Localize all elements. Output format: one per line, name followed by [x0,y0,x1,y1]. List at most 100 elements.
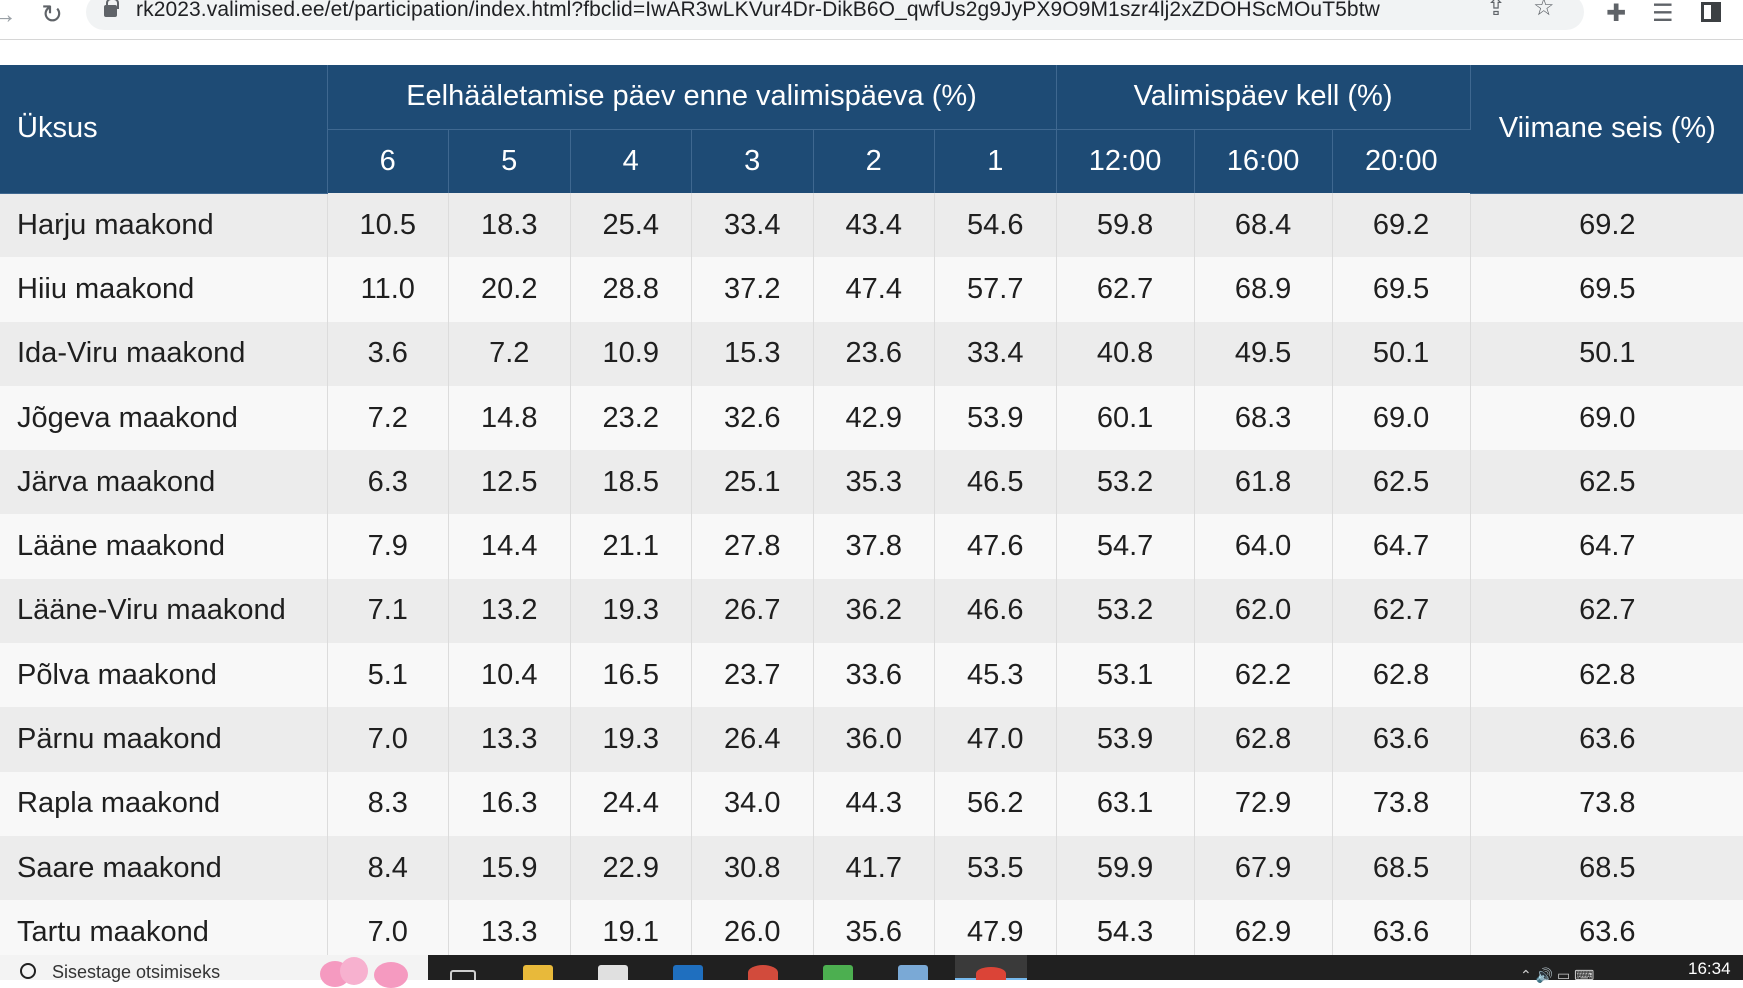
early-day-header: 1 [934,129,1057,193]
unit-name-cell: Tartu maakond [0,900,328,965]
unit-name-cell: Rapla maakond [0,771,328,836]
turnout-value-cell: 23.2 [570,385,692,451]
turnout-value-cell: 35.3 [813,450,935,515]
unit-name-cell: Harju maakond [0,193,328,258]
clock-app-icon[interactable] [748,965,778,980]
unit-name-cell: Pärnu maakond [0,707,328,772]
extensions-puzzle-icon[interactable]: ✚ [1606,0,1627,27]
turnout-value-cell: 62.8 [1194,707,1333,772]
side-panel-icon[interactable] [1701,2,1721,22]
system-tray-icons[interactable]: ⌃ 🔊 ▭ ⌨ [1520,967,1595,983]
unit-name-cell: Põlva maakond [0,643,328,708]
turnout-value-cell: 32.6 [691,385,814,451]
turnout-value-cell: 62.0 [1194,578,1333,644]
file-explorer-icon[interactable] [523,965,553,980]
turnout-value-cell: 16.5 [570,643,692,708]
app-icon[interactable] [823,965,853,980]
task-view-icon[interactable] [450,970,476,980]
latest-value-cell: 73.8 [1470,771,1743,836]
turnout-value-cell: 73.8 [1332,771,1471,836]
turnout-value-cell: 6.3 [327,450,449,515]
table-row: Põlva maakond 5.1 10.4 16.5 23.7 33.6 45.3 53.1… [0,643,1743,708]
latest-value-cell: 62.7 [1470,578,1743,644]
turnout-value-cell: 47.9 [934,900,1057,965]
chrome-icon[interactable] [976,967,1006,980]
turnout-value-cell: 33.4 [691,193,814,258]
share-icon[interactable]: ⇪ [1486,0,1507,21]
turnout-value-cell: 16.3 [448,771,571,836]
early-day-header: 3 [691,129,814,193]
table-row: Hiiu maakond 11.0 20.2 28.8 37.2 47.4 57.7 62.7… [0,257,1743,322]
turnout-value-cell: 25.4 [570,193,692,258]
turnout-value-cell: 49.5 [1194,321,1333,386]
election-time-header: 12:00 [1056,129,1195,193]
taskbar-clock[interactable]: 16:34 [1688,959,1731,978]
latest-column-header: Viimane seis (%) [1470,65,1743,194]
turnout-value-cell: 15.9 [448,835,571,901]
turnout-value-cell: 64.0 [1194,514,1333,579]
turnout-value-cell: 14.8 [448,385,571,451]
table-row: Tartu maakond 7.0 13.3 19.1 26.0 35.6 47.9 54.3… [0,900,1743,965]
turnout-value-cell: 59.8 [1056,193,1195,258]
mail-icon[interactable] [673,965,703,980]
turnout-value-cell: 63.6 [1332,900,1471,965]
turnout-value-cell: 68.5 [1332,835,1471,901]
table-body: Harju maakond 10.5 18.3 25.4 33.4 43.4 54.6 59.… [0,193,1743,965]
turnout-value-cell: 54.7 [1056,514,1195,579]
turnout-value-cell: 69.5 [1332,257,1471,322]
unit-name-cell: Hiiu maakond [0,257,328,322]
turnout-value-cell: 35.6 [813,900,935,965]
turnout-value-cell: 19.1 [570,900,692,965]
turnout-value-cell: 13.2 [448,578,571,644]
turnout-value-cell: 8.3 [327,771,449,836]
url-text[interactable]: rk2023.valimised.ee/et/participation/ind… [136,0,1380,21]
turnout-value-cell: 69.2 [1332,193,1471,258]
turnout-value-cell: 11.0 [327,257,449,322]
turnout-value-cell: 15.3 [691,321,814,386]
turnout-value-cell: 46.6 [934,578,1057,644]
latest-value-cell: 69.5 [1470,257,1743,322]
turnout-value-cell: 27.8 [691,514,814,579]
turnout-value-cell: 61.8 [1194,450,1333,515]
early-day-header: 4 [570,129,692,193]
latest-value-cell: 64.7 [1470,514,1743,579]
turnout-value-cell: 36.2 [813,578,935,644]
turnout-value-cell: 62.7 [1332,578,1471,644]
turnout-value-cell: 26.0 [691,900,814,965]
latest-value-cell: 69.2 [1470,193,1743,258]
latest-value-cell: 62.8 [1470,643,1743,708]
turnout-value-cell: 12.5 [448,450,571,515]
table-row: Ida-Viru maakond 3.6 7.2 10.9 15.3 23.6 33.4 40… [0,321,1743,386]
turnout-value-cell: 62.9 [1194,900,1333,965]
turnout-value-cell: 47.6 [934,514,1057,579]
store-icon[interactable] [598,965,628,980]
turnout-value-cell: 63.1 [1056,771,1195,836]
latest-value-cell: 63.6 [1470,707,1743,772]
turnout-value-cell: 46.5 [934,450,1057,515]
table-row: Järva maakond 6.3 12.5 18.5 25.1 35.3 46.5 53.2… [0,450,1743,515]
turnout-value-cell: 28.8 [570,257,692,322]
address-bar[interactable]: rk2023.valimised.ee/et/participation/ind… [86,0,1584,30]
turnout-value-cell: 14.4 [448,514,571,579]
turnout-value-cell: 53.2 [1056,578,1195,644]
bookmark-star-icon[interactable]: ☆ [1533,0,1555,21]
back-arrow-icon[interactable]: → [0,0,17,29]
turnout-value-cell: 60.1 [1056,385,1195,451]
lock-icon[interactable] [104,0,119,17]
photos-icon[interactable] [898,965,928,980]
reading-list-icon[interactable]: ☰ [1652,0,1674,27]
turnout-value-cell: 67.9 [1194,835,1333,901]
turnout-value-cell: 57.7 [934,257,1057,322]
turnout-value-cell: 10.9 [570,321,692,386]
taskbar-search-box[interactable]: Sisestage otsimiseks [0,955,428,988]
table-row: Pärnu maakond 7.0 13.3 19.3 26.4 36.0 47.0 53.9… [0,707,1743,772]
turnout-table-container: Üksus Eelhääletamise päev enne valimispä… [0,65,1743,965]
turnout-value-cell: 62.7 [1056,257,1195,322]
turnout-value-cell: 68.3 [1194,385,1333,451]
reload-icon[interactable]: ↻ [41,0,63,29]
turnout-value-cell: 68.9 [1194,257,1333,322]
early-voting-group-header: Eelhääletamise päev enne valimispäeva (%… [327,65,1057,130]
turnout-value-cell: 20.2 [448,257,571,322]
turnout-value-cell: 22.9 [570,835,692,901]
turnout-value-cell: 13.3 [448,707,571,772]
